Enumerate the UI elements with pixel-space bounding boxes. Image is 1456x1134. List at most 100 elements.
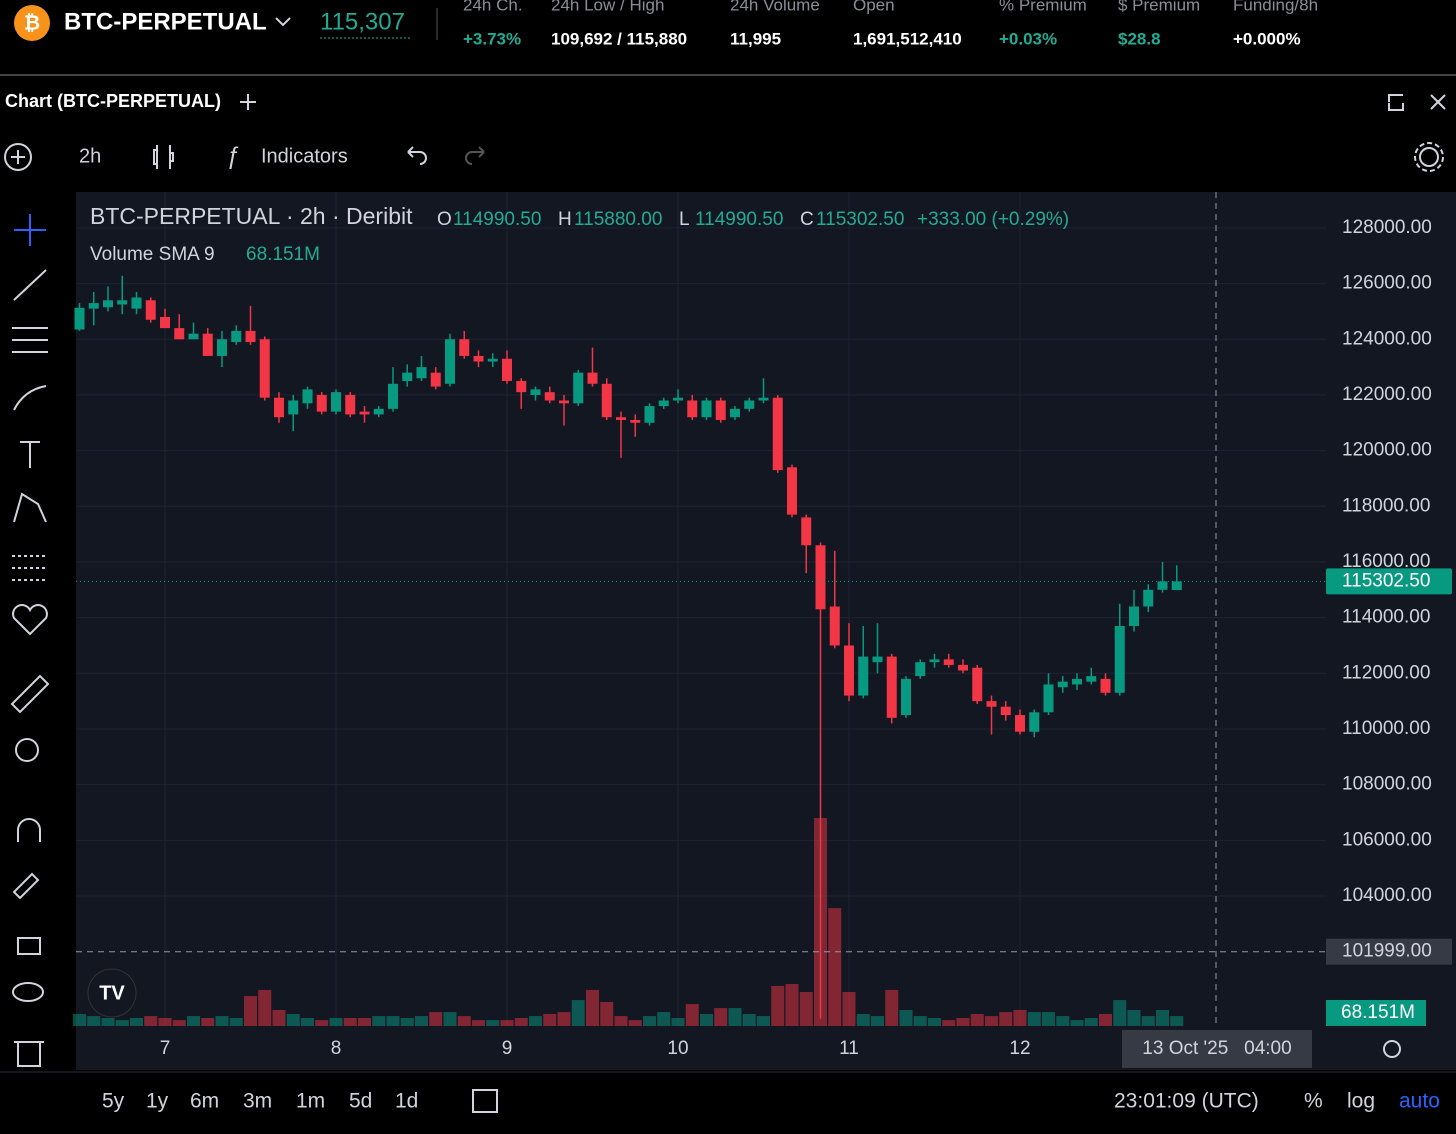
range-button[interactable]: 5y xyxy=(102,1090,125,1113)
ohlc-key: C xyxy=(800,209,814,230)
candle-body xyxy=(1086,676,1097,682)
candle-body xyxy=(658,400,669,407)
btc-icon xyxy=(14,5,50,41)
lock-tool[interactable] xyxy=(17,937,41,955)
fib-tool[interactable] xyxy=(12,327,48,353)
pattern-tool[interactable] xyxy=(13,492,47,523)
interval[interactable]: 2h xyxy=(79,145,101,167)
candle-body xyxy=(316,394,327,412)
range-button[interactable]: 5d xyxy=(349,1090,372,1113)
volume-bar xyxy=(1042,1012,1055,1026)
volume-sma-value: 68.151M xyxy=(246,244,320,265)
add-symbol-plus xyxy=(11,150,25,164)
trend-line-tool[interactable] xyxy=(13,269,47,301)
range-button[interactable]: 1d xyxy=(395,1090,418,1113)
candle-body xyxy=(1129,606,1139,626)
candle-body xyxy=(758,397,769,401)
scale-option[interactable]: % xyxy=(1304,1090,1323,1113)
volume-bar xyxy=(272,1009,286,1026)
y-tick-label: 118000.00 xyxy=(1342,495,1430,516)
candle-body xyxy=(174,328,185,340)
scale-option[interactable]: auto xyxy=(1399,1090,1440,1113)
candle-body xyxy=(331,392,341,412)
range-button[interactable]: 3m xyxy=(243,1090,272,1113)
redo[interactable] xyxy=(465,146,485,165)
candle-body xyxy=(1114,625,1125,693)
crosshair-label-bg xyxy=(1326,938,1452,965)
volume-bar xyxy=(172,1020,186,1026)
add-panel[interactable] xyxy=(240,94,256,110)
volume-legend: Volume SMA 9 xyxy=(90,244,215,265)
x-tick-label: 7 xyxy=(160,1038,171,1059)
visibility-tool[interactable] xyxy=(12,982,44,1002)
favorites-tool[interactable] xyxy=(12,604,48,636)
projection-tool[interactable] xyxy=(12,555,48,581)
add-symbol[interactable] xyxy=(4,143,32,171)
volume-bar xyxy=(685,1004,699,1026)
volume-bar xyxy=(315,1020,329,1026)
indicators[interactable]: Indicators xyxy=(261,145,348,167)
volume-bar xyxy=(215,1016,229,1026)
y-tick-label: 128000.00 xyxy=(1342,217,1432,238)
symbol-dropdown[interactable] xyxy=(275,17,291,27)
ohlc-value: 115302.50 xyxy=(816,209,904,230)
candle-body xyxy=(516,381,527,393)
y-tick-label: 116000.00 xyxy=(1342,551,1430,572)
candles xyxy=(74,275,1182,1019)
volume-bar xyxy=(329,1017,343,1026)
text-tool[interactable] xyxy=(20,441,40,468)
magnet-tool[interactable] xyxy=(17,818,41,842)
tv-logo[interactable] xyxy=(87,968,137,1018)
fullscreen[interactable] xyxy=(1388,94,1404,111)
chart-type[interactable] xyxy=(153,145,174,169)
settings[interactable] xyxy=(1419,147,1439,167)
zoom-tool[interactable] xyxy=(15,738,39,762)
candle-body xyxy=(217,339,227,356)
candle-body xyxy=(402,372,413,382)
symbol[interactable]: BTC-PERPETUAL xyxy=(64,8,267,35)
candle-body xyxy=(701,400,712,418)
volume-bar xyxy=(73,1013,86,1026)
x-tick-label: 9 xyxy=(502,1038,513,1059)
y-tick-label: 120000.00 xyxy=(1342,440,1432,461)
brush-tool[interactable] xyxy=(13,385,47,411)
close[interactable] xyxy=(1430,94,1446,110)
volume-bar xyxy=(286,1013,300,1026)
candle-body xyxy=(231,330,242,343)
settings-gear xyxy=(1414,142,1444,172)
candle-body xyxy=(1043,684,1054,713)
date-range[interactable] xyxy=(472,1089,498,1113)
volume-bar xyxy=(201,1017,215,1026)
delete-tool[interactable] xyxy=(14,1041,44,1067)
candle-body xyxy=(644,406,655,423)
undo[interactable] xyxy=(407,146,427,165)
candle-body xyxy=(544,392,555,401)
candle-body xyxy=(302,389,313,404)
range-button[interactable]: 6m xyxy=(190,1090,219,1113)
y-tick-label: 112000.00 xyxy=(1342,662,1430,683)
y-tick-label: 114000.00 xyxy=(1342,607,1430,628)
price-label: 115302.50 xyxy=(1342,570,1430,591)
volume-bar xyxy=(1013,1009,1027,1026)
clock: 23:01:09 (UTC) xyxy=(1114,1090,1259,1113)
candle-body xyxy=(687,400,698,418)
range-button[interactable]: 1y xyxy=(146,1090,169,1113)
range-button[interactable]: 1m xyxy=(296,1090,325,1113)
time-axis-settings[interactable] xyxy=(1383,1040,1401,1058)
candle-body xyxy=(345,394,356,415)
lock-draw-tool[interactable] xyxy=(12,872,40,900)
candle-body xyxy=(801,517,812,546)
ohlc-change: +333.00 (+0.29%) xyxy=(917,209,1069,230)
volume-bar xyxy=(372,1016,386,1026)
candle-body xyxy=(858,656,869,696)
ruler-tool[interactable] xyxy=(10,674,50,714)
candle-body xyxy=(787,467,797,515)
candle-body xyxy=(986,701,997,707)
volume-bar xyxy=(1084,1017,1098,1026)
ohlc-key: O xyxy=(437,209,452,230)
scale-option[interactable]: log xyxy=(1347,1090,1375,1113)
volume-bar xyxy=(928,1017,941,1026)
crosshair-tool[interactable] xyxy=(14,214,46,246)
candle-body xyxy=(445,339,455,384)
axes: 104000.00 106000.00 108000.00 110000.00 1120… xyxy=(76,192,1452,1068)
